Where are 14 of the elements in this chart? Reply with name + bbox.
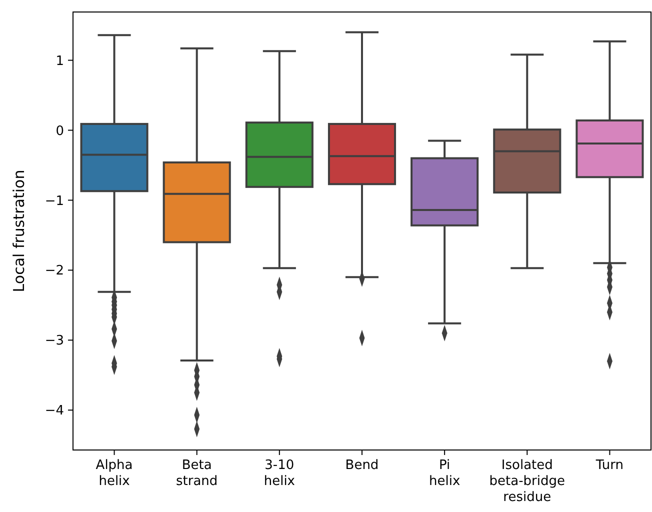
x-tick-label: Beta strand	[176, 458, 218, 489]
x-tick-label: Alpha helix	[96, 458, 133, 489]
x-tick-label: Isolated beta-bridge residue	[489, 458, 565, 505]
x-tick-label: 3-10 helix	[264, 458, 296, 489]
y-tick-label: −4	[44, 404, 64, 419]
x-tick-label: Turn	[594, 458, 624, 473]
y-tick-label: −3	[44, 334, 64, 349]
y-tick-label: 1	[56, 54, 64, 69]
y-tick-label: −1	[44, 194, 64, 209]
y-tick-label: 0	[56, 124, 64, 139]
y-tick-label: −2	[44, 264, 64, 279]
x-tick-label: Bend	[345, 458, 379, 473]
x-tick-label: Pi helix	[428, 458, 460, 489]
y-axis-title: Local frustration	[10, 170, 28, 292]
